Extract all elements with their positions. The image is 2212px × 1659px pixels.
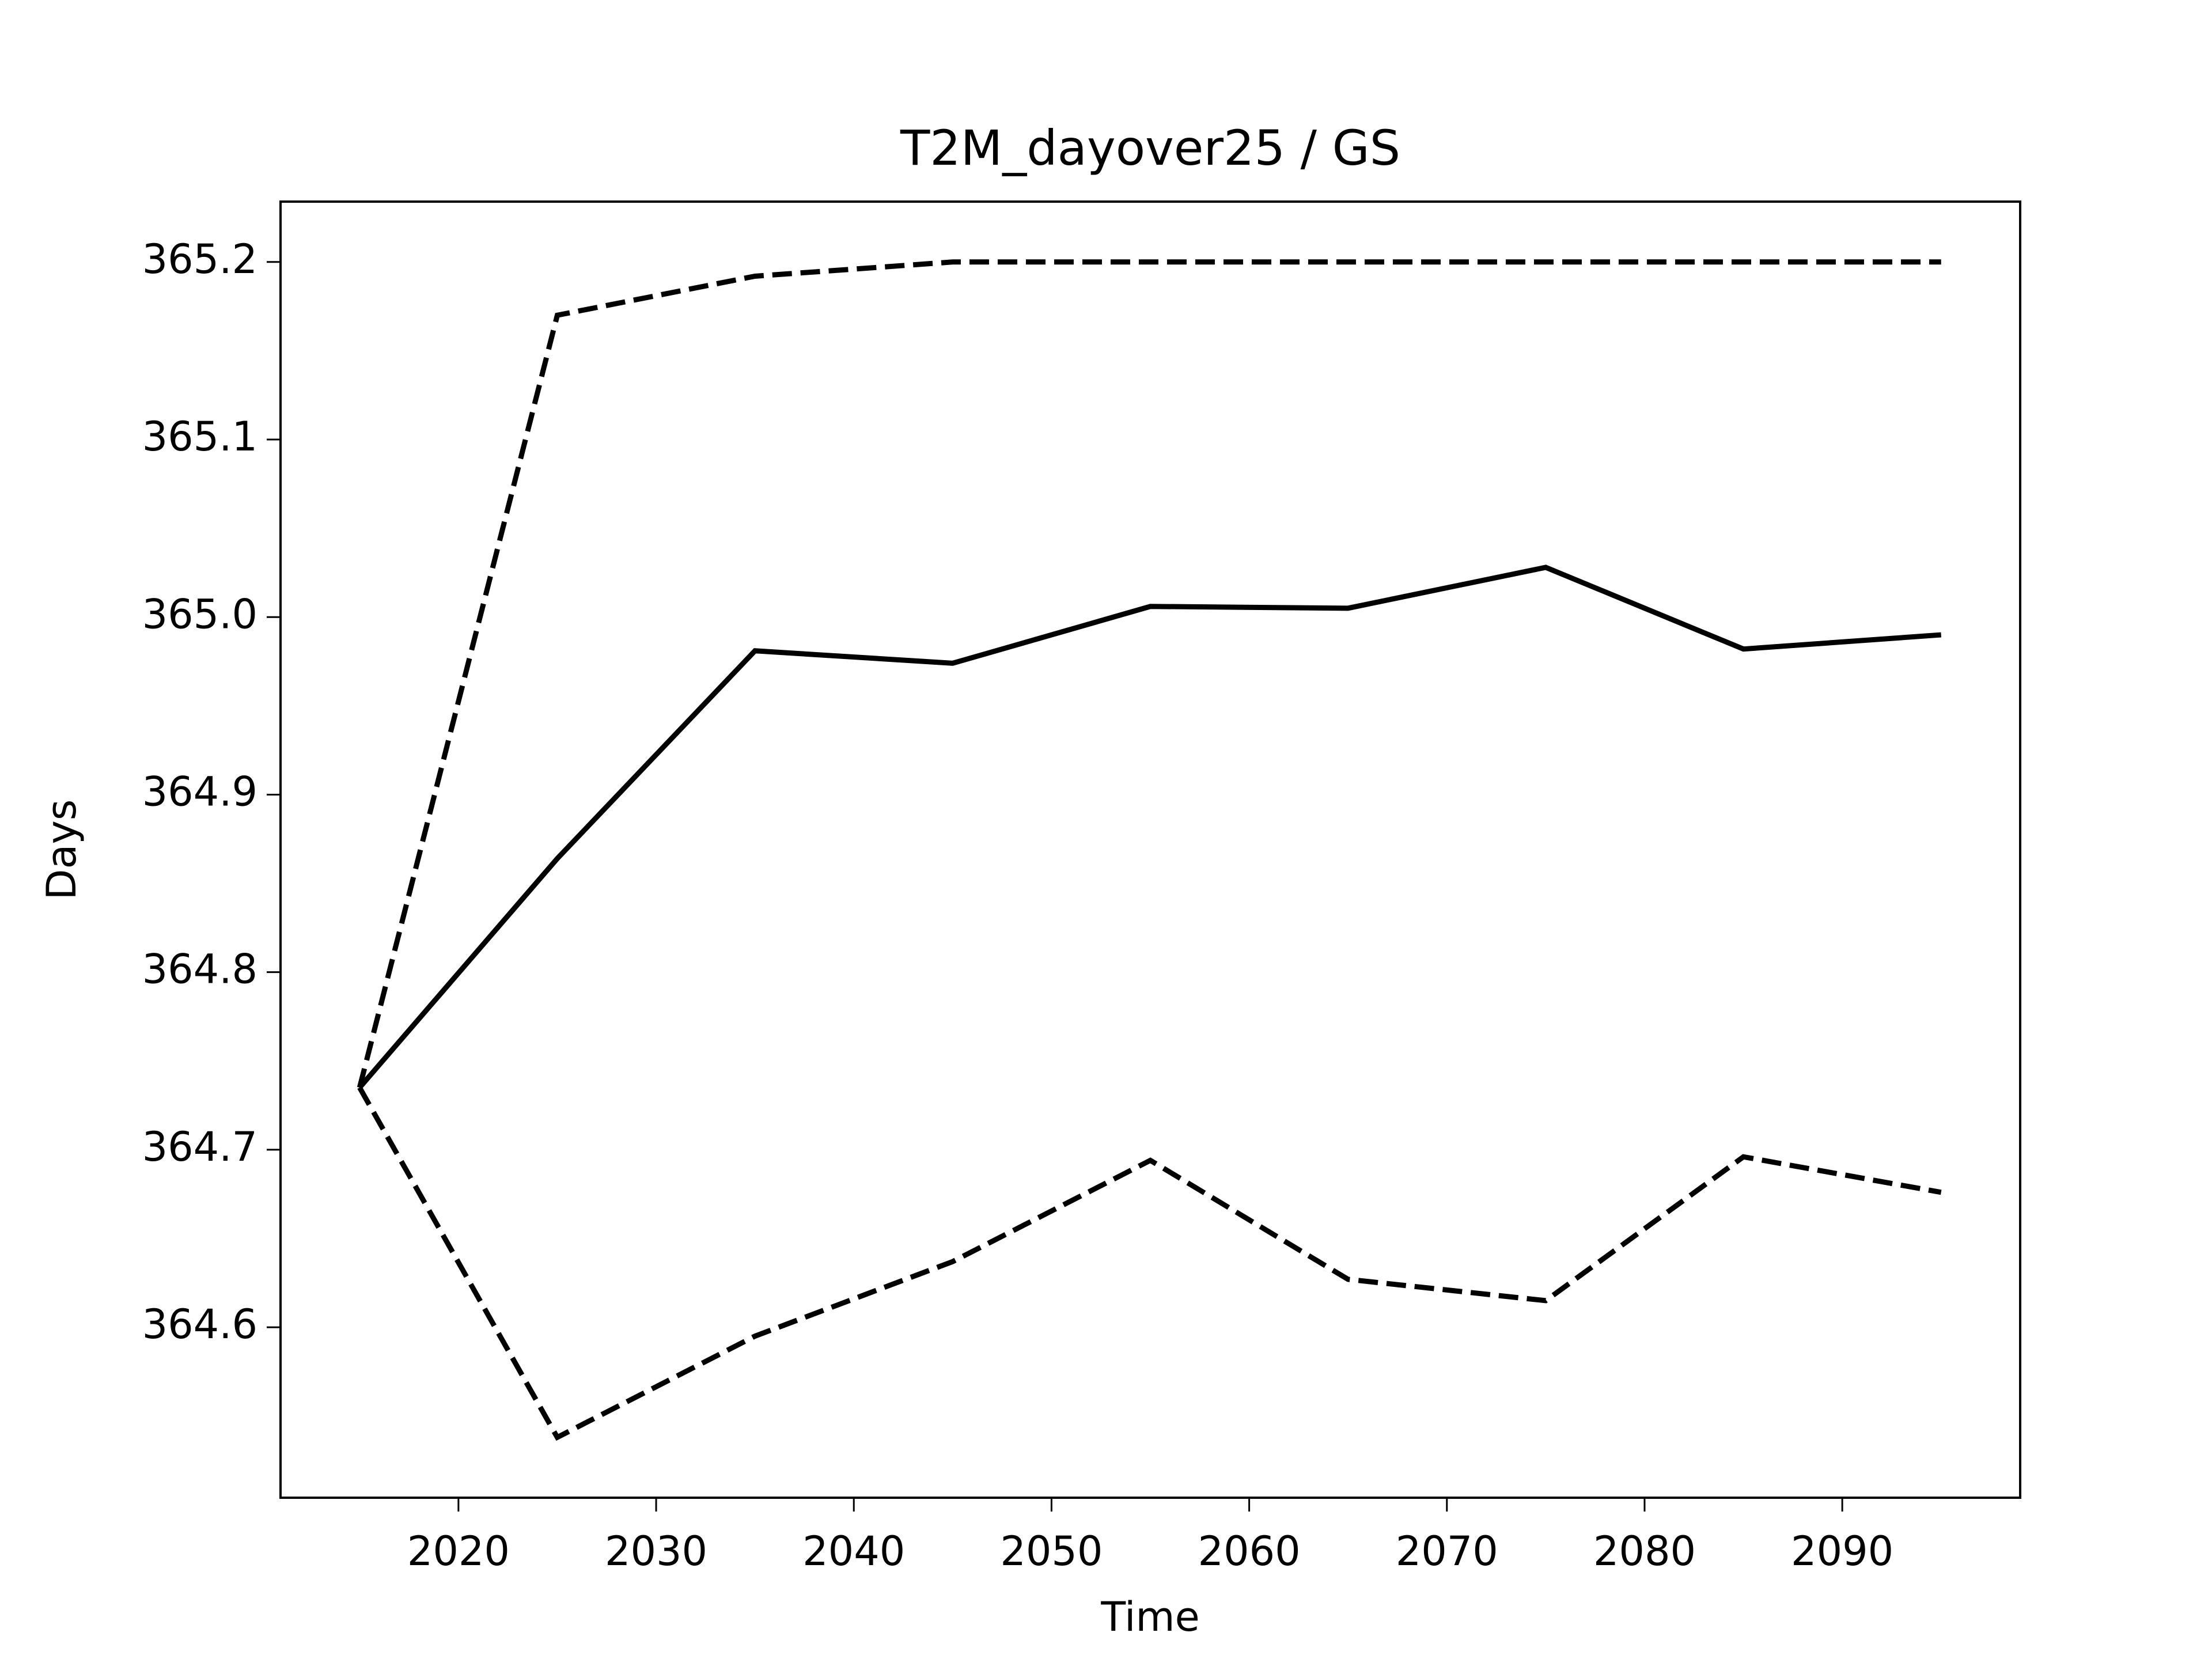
plot-frame (279, 200, 2021, 1499)
y-tick-label: 364.7 (142, 1123, 257, 1171)
y-axis-label: Days (38, 800, 85, 900)
x-tick-label: 2030 (605, 1528, 707, 1575)
x-tick-label: 2090 (1791, 1528, 1893, 1575)
y-tick-label: 364.6 (142, 1301, 257, 1348)
y-tick-label: 365.1 (142, 413, 257, 460)
x-tick-label: 2070 (1396, 1528, 1498, 1575)
x-tick-label: 2020 (407, 1528, 510, 1575)
x-tick-label: 2060 (1198, 1528, 1301, 1575)
line-series (357, 1086, 1942, 1441)
x-axis-label: Time (1100, 1593, 1199, 1641)
y-tick-label: 365.0 (142, 590, 257, 638)
y-tick-label: 364.8 (142, 946, 257, 993)
x-tick-label: 2080 (1593, 1528, 1696, 1575)
x-tick-label: 2050 (1000, 1528, 1103, 1575)
line-series (357, 259, 1941, 1089)
y-tick-label: 365.2 (142, 236, 257, 283)
chart-title: T2M_dayover25 / GS (900, 120, 1400, 176)
y-tick-label: 364.9 (142, 768, 257, 815)
x-tick-label: 2040 (802, 1528, 905, 1575)
line-series (357, 565, 1942, 1089)
